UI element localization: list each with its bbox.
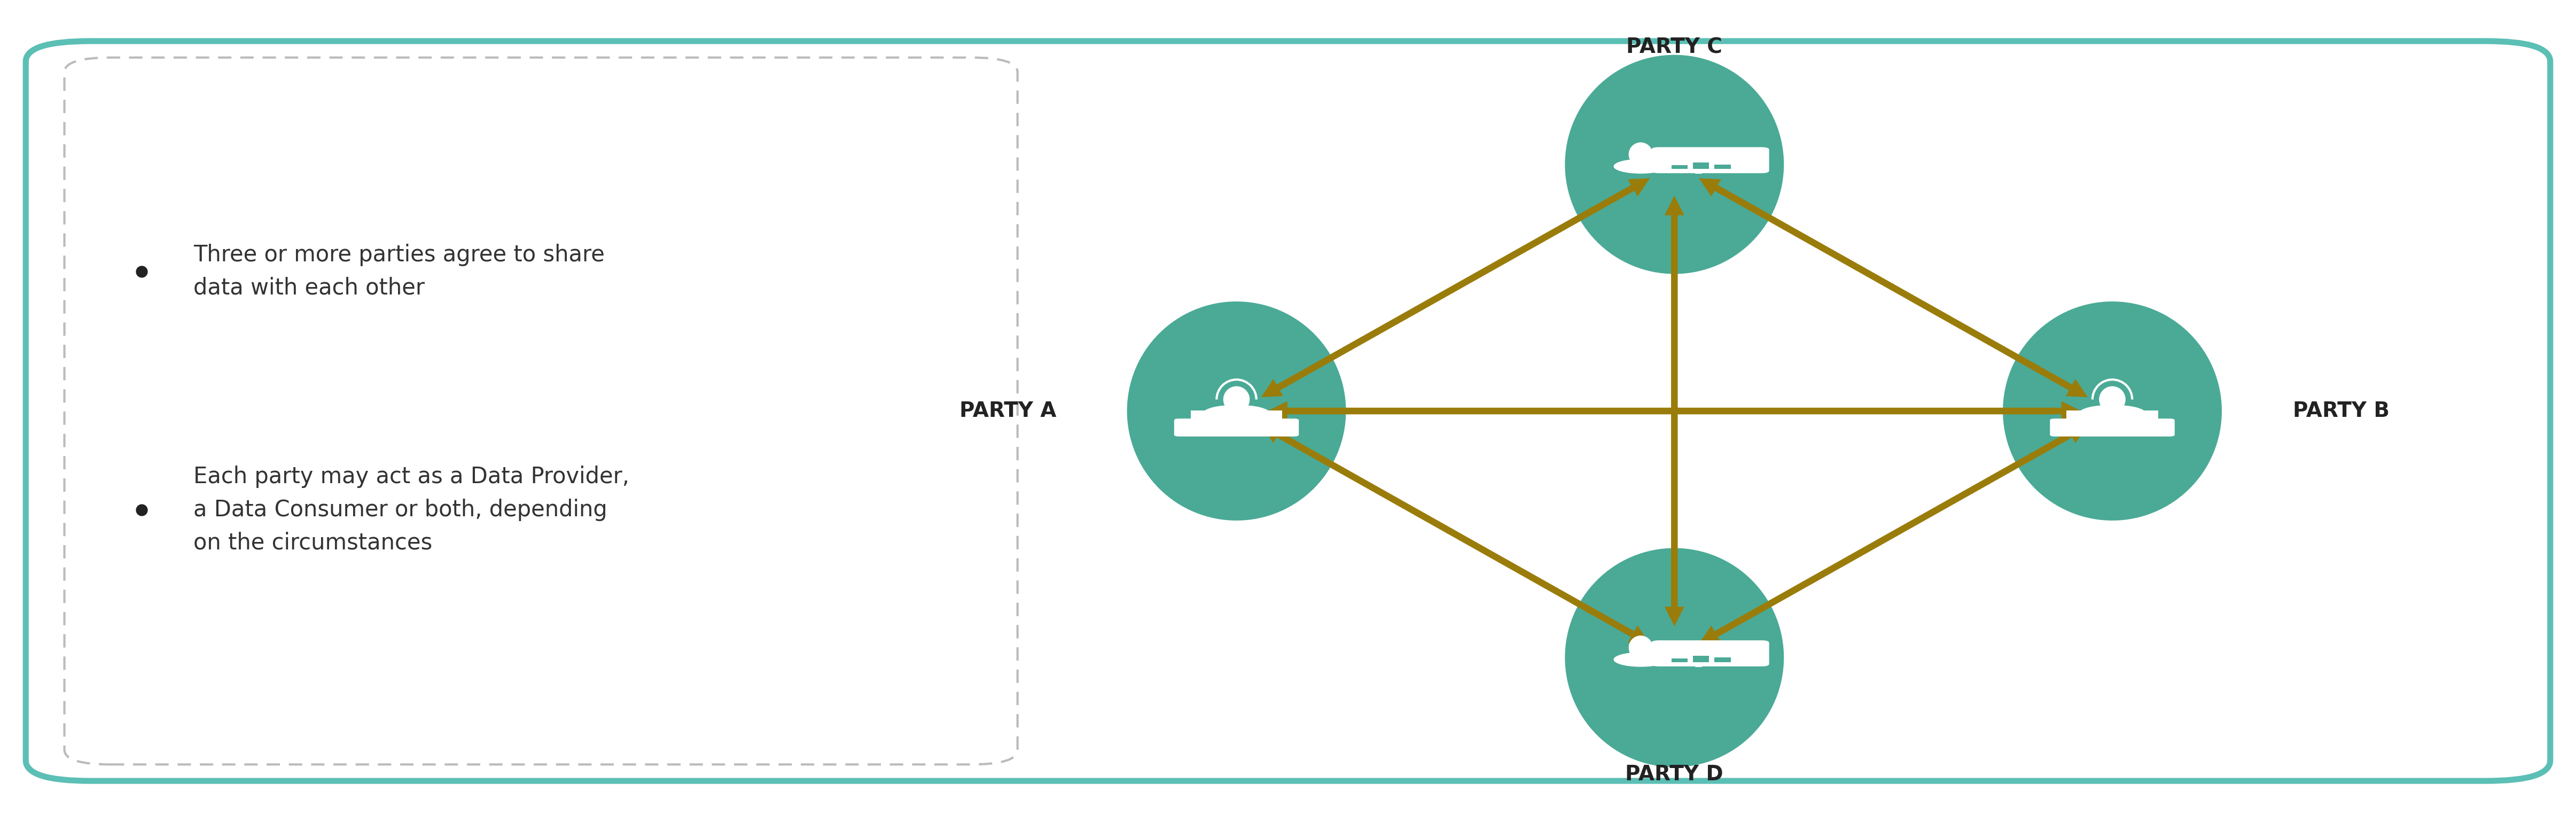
Text: PARTY C: PARTY C [1625,37,1723,58]
Bar [1695,170,1703,173]
Ellipse shape [1613,652,1667,667]
Bar [1672,658,1687,663]
Bar [1692,163,1710,169]
Ellipse shape [2079,405,2146,421]
Text: PARTY B: PARTY B [2293,401,2391,421]
FancyBboxPatch shape [64,58,1018,764]
Bar [1672,165,1687,169]
Ellipse shape [1613,159,1667,173]
Bar [1713,164,1731,169]
Ellipse shape [1564,55,1783,274]
Ellipse shape [2002,302,2221,520]
FancyArrowPatch shape [1669,203,1680,619]
FancyArrowPatch shape [1705,428,2081,640]
Bar [1190,411,1283,420]
Ellipse shape [1564,548,1783,767]
Bar [1695,663,1703,667]
Ellipse shape [1203,405,1270,421]
Ellipse shape [1224,386,1249,413]
Text: Each party may act as a Data Provider,
a Data Consumer or both, depending
on the: Each party may act as a Data Provider, a… [193,465,629,554]
Bar [2066,411,2159,420]
Ellipse shape [2099,386,2125,413]
Text: Three or more parties agree to share
data with each other: Three or more parties agree to share dat… [193,243,605,299]
Ellipse shape [1126,302,1345,520]
FancyArrowPatch shape [1705,182,2081,394]
FancyArrowPatch shape [1275,407,2074,415]
FancyArrowPatch shape [1267,428,1643,640]
FancyBboxPatch shape [1651,147,1770,173]
FancyBboxPatch shape [26,41,2550,781]
Bar [1692,656,1710,663]
FancyBboxPatch shape [1651,640,1770,667]
FancyBboxPatch shape [1175,418,1298,436]
Text: PARTY A: PARTY A [958,401,1056,421]
Text: PARTY D: PARTY D [1625,764,1723,785]
FancyBboxPatch shape [2050,418,2174,436]
Ellipse shape [1628,142,1654,167]
FancyArrowPatch shape [1267,182,1643,394]
Bar [1713,658,1731,663]
Ellipse shape [1628,635,1654,660]
